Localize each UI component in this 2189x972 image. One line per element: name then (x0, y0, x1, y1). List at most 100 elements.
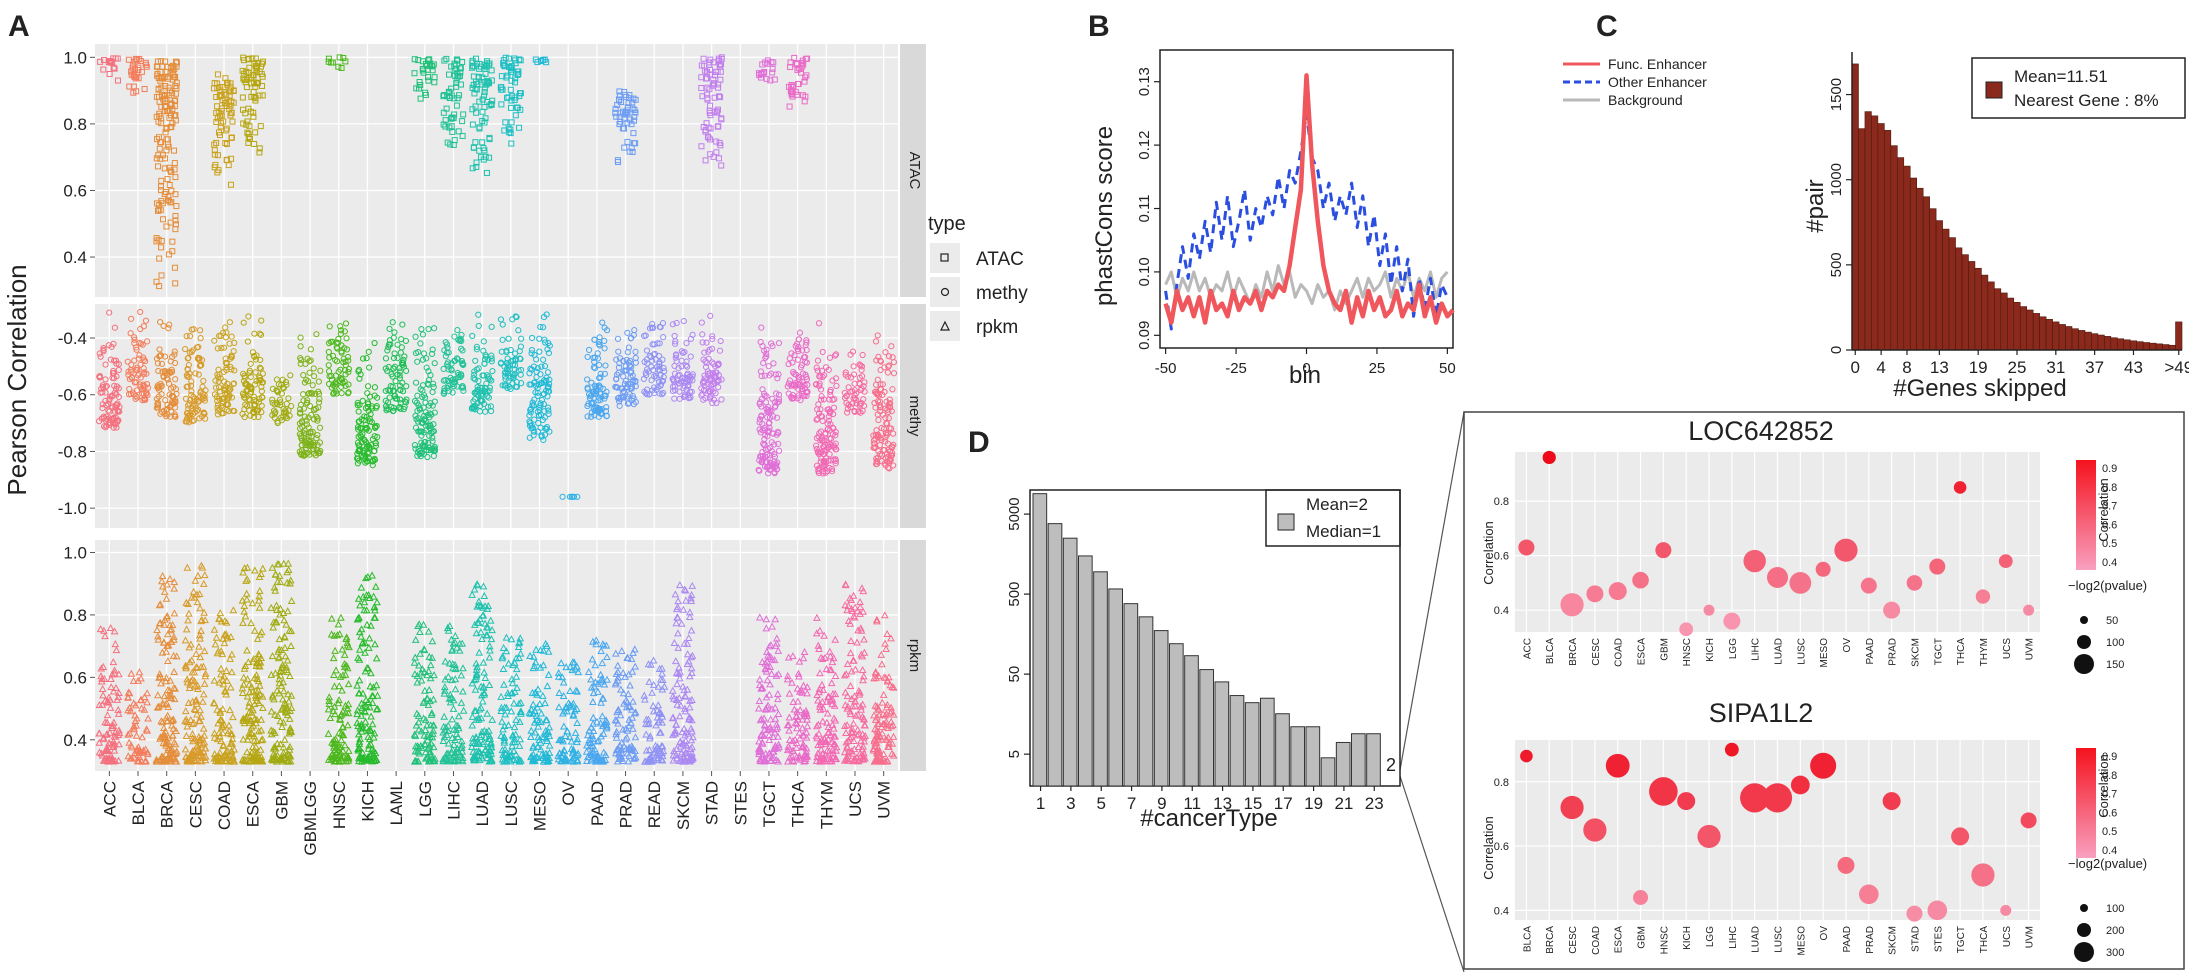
panel-a-methy-point (803, 376, 810, 383)
panel-a-methy-point (297, 450, 304, 457)
panel-a-rpkm-point (125, 729, 134, 737)
panel-a-methy-point (424, 453, 431, 461)
panel-a-methy-point (885, 353, 893, 360)
panel-a-methy-point (885, 446, 892, 453)
panel-a-rpkm-point (284, 690, 292, 698)
panel-a-rpkm-point (472, 670, 481, 679)
panel-a-atac-point (710, 81, 717, 88)
panel-a-atac-point (795, 80, 802, 87)
panel-a-methy-point (389, 383, 396, 390)
panel-a-atac-point (173, 203, 180, 210)
panel-a-rpkm-point (106, 703, 115, 711)
panel-a-facet-label: rpkm (906, 639, 923, 672)
panel-a-rpkm-point (557, 659, 566, 667)
panel-a-rpkm-point (325, 696, 333, 705)
panel-a-methy-point (389, 319, 396, 326)
panel-a-atac-point (619, 125, 626, 132)
panel-a-rpkm-point (283, 578, 292, 586)
panel-a-rpkm-point (243, 575, 252, 583)
panel-a-atac-point (157, 187, 164, 194)
panel-a-rpkm-point (157, 717, 166, 725)
panel-a-atac-point (214, 152, 221, 159)
panel-a-atac-point (704, 95, 711, 102)
panel-a-methy-point (529, 402, 536, 409)
panel-a-methy-point (415, 414, 422, 422)
panel-a-rpkm-point (483, 604, 492, 612)
panel-a-rpkm-point (367, 740, 375, 748)
panel-a-rpkm-point (334, 620, 343, 628)
panel-a-atac-point (473, 159, 480, 166)
panel-a-rpkm-point (216, 715, 225, 723)
panel-a-methy-point (473, 390, 480, 397)
panel-a-methy-point (472, 357, 479, 364)
panel-a-rpkm-point (594, 687, 602, 695)
panel-a-rpkm-point (254, 692, 262, 700)
panel-a-methy-point (298, 356, 305, 364)
panel-a-atac-point (505, 94, 512, 101)
panel-a-methy-point (398, 336, 405, 343)
panel-a-rpkm-point (154, 632, 162, 640)
panel-a-atac-point (245, 139, 252, 146)
panel-a-methy-point (537, 424, 544, 431)
panel-a-rpkm-point (158, 732, 167, 740)
panel-a-methy-point (710, 381, 717, 388)
panel-a-rpkm-point (143, 748, 152, 756)
panel-a-atac-point (769, 69, 776, 76)
panel-a-methy-point (401, 353, 408, 360)
panel-a-rpkm-point (187, 593, 196, 601)
panel-a-methy-point (879, 381, 886, 388)
panel-a-rpkm-point (512, 715, 520, 723)
panel-a-methy-point (671, 332, 678, 340)
panel-a-methy-point (482, 384, 489, 392)
panel-a-rpkm-point (331, 756, 339, 764)
panel-a-rpkm-point (444, 749, 452, 757)
panel-a-methy-point (106, 421, 113, 429)
panel-a-rpkm-point (364, 591, 373, 599)
panel-a-rpkm-point (428, 653, 436, 661)
panel-a-rpkm-point (182, 625, 191, 633)
panel-a-methy-point (444, 384, 451, 392)
panel-a-rpkm-point (368, 571, 376, 579)
panel-a-rpkm-point (171, 684, 179, 692)
panel-a-rpkm-point (358, 748, 367, 756)
panel-a-rpkm-point (166, 574, 174, 582)
panel-a-rpkm-point (162, 713, 171, 721)
panel-a-rpkm-point (645, 734, 654, 742)
panel-a-methy-point (699, 390, 706, 398)
panel-a-methy-point (507, 385, 514, 392)
panel-a-methy-point (630, 401, 637, 408)
panel-a-rpkm-point (241, 662, 250, 670)
panel-a-methy-point (889, 354, 896, 361)
panel-a-methy-point (889, 443, 896, 450)
panel-a-methy-point (422, 422, 429, 429)
panel-a-methy-point (366, 364, 373, 371)
panel-a-atac-point (793, 61, 800, 68)
panel-a-methy-point (822, 364, 830, 371)
panel-a-rpkm-point (267, 726, 275, 734)
panel-a-rpkm-point (641, 695, 649, 703)
panel-a-methy-point (886, 465, 893, 472)
panel-a-rpkm-point (369, 592, 378, 600)
panel-a-methy-point (98, 385, 105, 392)
panel-a-rpkm-point (451, 735, 459, 743)
panel-a-methy-point (355, 426, 362, 433)
panel-a-methy-point (224, 401, 231, 408)
panel-a-rpkm-point (106, 623, 115, 631)
panel-a-rpkm-point (543, 750, 551, 758)
panel-a-atac-point (155, 163, 162, 170)
panel-a-atac-point (469, 57, 476, 64)
panel-a-methy-point (394, 341, 401, 348)
panel-a-atac-point (211, 151, 218, 158)
panel-a-rpkm-point (531, 688, 540, 696)
panel-a-methy-point (300, 405, 308, 412)
panel-a-methy-point (214, 345, 221, 352)
panel-a-methy-point (365, 427, 372, 434)
panel-a-rpkm-point (249, 706, 257, 714)
panel-a-methy-point (157, 318, 164, 326)
panel-a-atac-point (707, 136, 714, 143)
panel-a-methy-point (766, 372, 773, 379)
panel-a-methy-point (651, 384, 658, 391)
panel-a-rpkm-point (211, 640, 220, 648)
panel-a-methy-point (448, 360, 455, 367)
panel-a-methy-point (774, 375, 781, 382)
